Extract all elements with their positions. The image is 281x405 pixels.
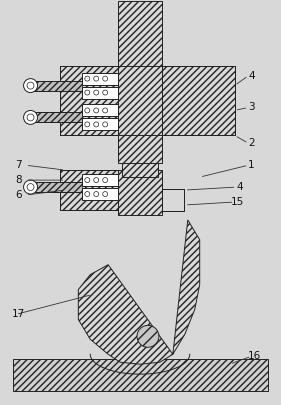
Circle shape bbox=[27, 114, 34, 121]
Bar bbox=[82, 188, 118, 200]
Bar bbox=[162, 189, 184, 211]
Bar bbox=[82, 104, 118, 116]
Text: 4: 4 bbox=[236, 182, 243, 192]
Circle shape bbox=[85, 76, 90, 81]
Bar bbox=[82, 118, 118, 130]
Circle shape bbox=[24, 111, 37, 124]
Text: 7: 7 bbox=[15, 160, 22, 170]
Circle shape bbox=[103, 76, 108, 81]
Circle shape bbox=[85, 90, 90, 95]
Circle shape bbox=[94, 122, 99, 127]
Circle shape bbox=[94, 90, 99, 95]
Circle shape bbox=[103, 90, 108, 95]
Circle shape bbox=[94, 76, 99, 81]
Circle shape bbox=[103, 108, 108, 113]
Polygon shape bbox=[162, 66, 235, 135]
Bar bbox=[82, 174, 118, 186]
Circle shape bbox=[103, 192, 108, 196]
Bar bbox=[122, 163, 158, 177]
Text: 8: 8 bbox=[15, 175, 22, 185]
Text: 1: 1 bbox=[248, 160, 255, 170]
Polygon shape bbox=[31, 182, 82, 192]
Polygon shape bbox=[31, 81, 82, 91]
Bar bbox=[162, 189, 184, 211]
Text: 16: 16 bbox=[248, 351, 261, 361]
Circle shape bbox=[94, 108, 99, 113]
Polygon shape bbox=[31, 113, 82, 122]
Bar bbox=[82, 72, 118, 85]
Circle shape bbox=[27, 82, 34, 89]
Circle shape bbox=[85, 108, 90, 113]
Text: 6: 6 bbox=[15, 190, 22, 200]
Circle shape bbox=[137, 325, 159, 347]
Text: 4: 4 bbox=[248, 70, 255, 81]
Text: 17: 17 bbox=[12, 309, 25, 320]
Circle shape bbox=[103, 122, 108, 127]
Polygon shape bbox=[60, 66, 118, 135]
Bar bbox=[82, 87, 118, 98]
Circle shape bbox=[24, 79, 37, 93]
Text: 2: 2 bbox=[248, 138, 255, 148]
Bar bbox=[118, 170, 162, 215]
Bar bbox=[118, 1, 162, 163]
Circle shape bbox=[103, 178, 108, 183]
Circle shape bbox=[94, 178, 99, 183]
Circle shape bbox=[85, 178, 90, 183]
Bar bbox=[13, 359, 268, 391]
Circle shape bbox=[94, 192, 99, 196]
Circle shape bbox=[24, 180, 37, 194]
Text: 15: 15 bbox=[231, 197, 244, 207]
Polygon shape bbox=[60, 170, 118, 210]
Circle shape bbox=[27, 183, 34, 191]
Polygon shape bbox=[78, 220, 200, 364]
Text: 3: 3 bbox=[248, 102, 255, 113]
Circle shape bbox=[85, 192, 90, 196]
Circle shape bbox=[85, 122, 90, 127]
